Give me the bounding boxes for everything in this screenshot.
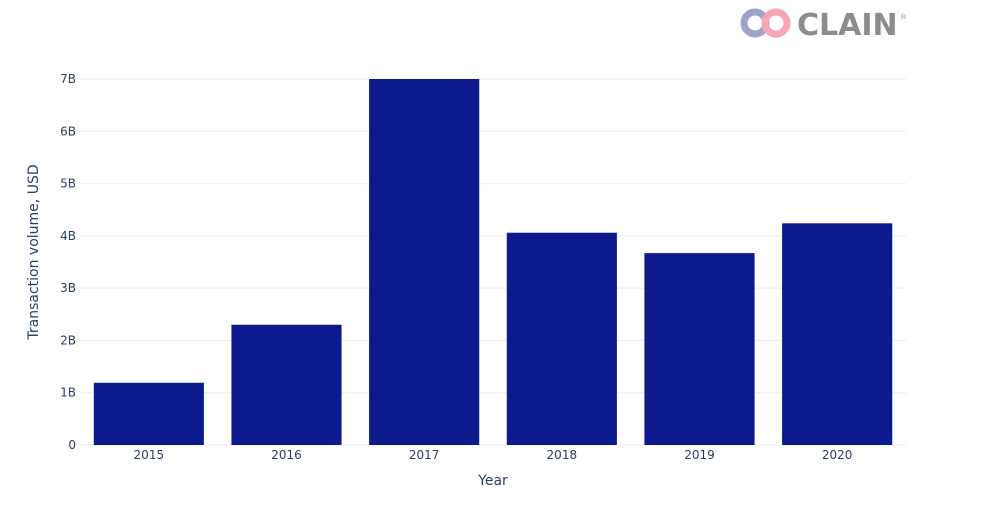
bar-2019: [644, 253, 755, 445]
clain-logo: CLAIN ®: [740, 8, 907, 43]
logo-registered-mark: ®: [900, 13, 907, 21]
logo-text: CLAIN: [797, 8, 898, 43]
y-tick-label: 3B: [60, 281, 76, 295]
chain-link-logo-icon: [740, 8, 791, 38]
x-axis-title: Year: [477, 473, 508, 489]
x-tick-label: 2018: [547, 448, 578, 462]
x-axis-ticks: 2015 2016 2017 2018 2019 2020: [134, 448, 853, 462]
x-tick-label: 2016: [271, 448, 302, 462]
y-tick-label: 0: [68, 438, 76, 452]
y-tick-label: 2B: [60, 333, 76, 347]
y-tick-label: 6B: [60, 124, 76, 138]
y-tick-label: 5B: [60, 177, 76, 191]
x-tick-label: 2019: [684, 448, 715, 462]
x-tick-label: 2017: [409, 448, 440, 462]
bar-2020: [782, 223, 893, 445]
bar-2016: [231, 324, 342, 445]
y-tick-label: 4B: [60, 229, 76, 243]
x-tick-label: 2015: [134, 448, 165, 462]
y-axis-title: Transaction volume, USD: [26, 164, 42, 340]
x-tick-label: 2020: [822, 448, 853, 462]
y-tick-label: 7B: [60, 72, 76, 86]
bar-2015: [93, 382, 204, 445]
y-tick-label: 1B: [60, 386, 76, 400]
y-axis-ticks: 0 1B 2B 3B 4B 5B 6B 7B: [60, 72, 76, 452]
bars: [93, 79, 893, 445]
bar-2017: [369, 79, 480, 445]
gridlines: [80, 78, 906, 446]
bar-2018: [506, 232, 617, 445]
